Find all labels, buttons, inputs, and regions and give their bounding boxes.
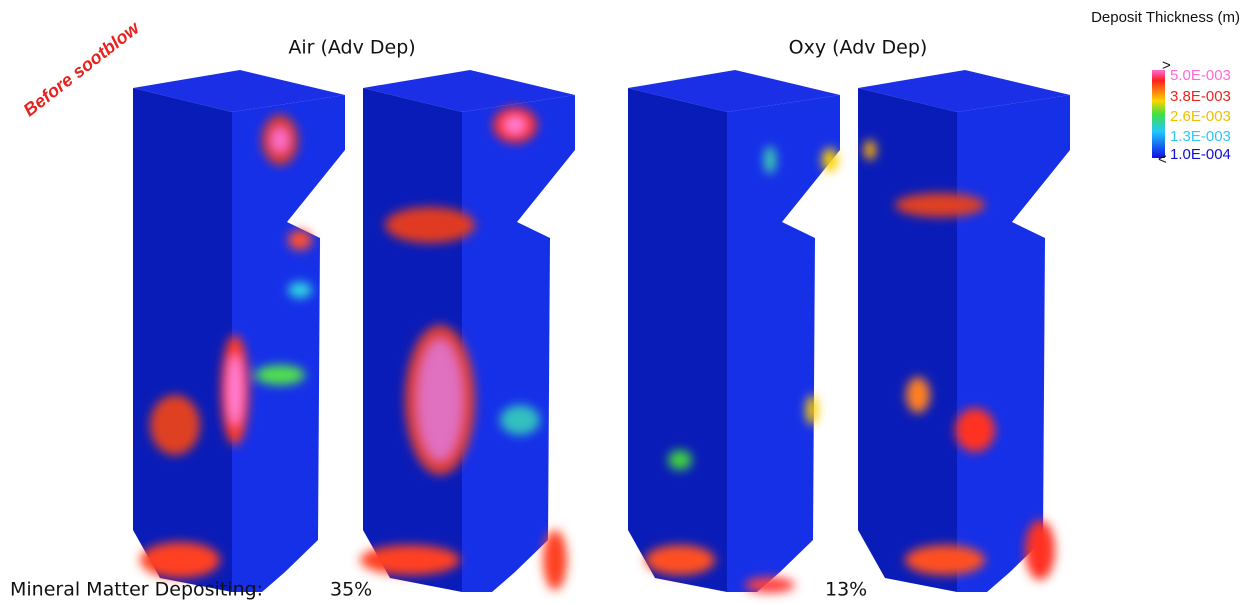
- boiler-air-2: [360, 70, 575, 592]
- mineral-value: 35%: [330, 579, 372, 601]
- panel-title: Air (Adv Dep): [288, 37, 415, 59]
- legend-label: 3.8E-003: [1170, 88, 1231, 105]
- boiler-oxy-2: [858, 70, 1070, 592]
- panel-title: Oxy (Adv Dep): [789, 37, 928, 59]
- legend-label: 2.6E-003: [1170, 108, 1231, 125]
- mineral-value: 13%: [825, 579, 867, 601]
- legend-min-marker: <: [1158, 151, 1167, 168]
- footer-label: Mineral Matter Depositing:: [10, 579, 263, 601]
- annotation: Before sootblow: [20, 17, 144, 120]
- legend-label: 1.0E-004: [1170, 146, 1231, 163]
- legend: Deposit Thickness (m) > < 5.0E-003 3.8E-…: [1091, 9, 1240, 168]
- boiler-oxy-1: [628, 70, 840, 593]
- legend-title: Deposit Thickness (m): [1091, 9, 1240, 26]
- boiler-air-1: [133, 70, 345, 592]
- legend-label: 5.0E-003: [1170, 67, 1231, 84]
- legend-label: 1.3E-003: [1170, 128, 1231, 145]
- figure: Before sootblow Air (Adv Dep) Oxy (Adv D…: [0, 0, 1244, 605]
- colorbar: [1152, 70, 1165, 158]
